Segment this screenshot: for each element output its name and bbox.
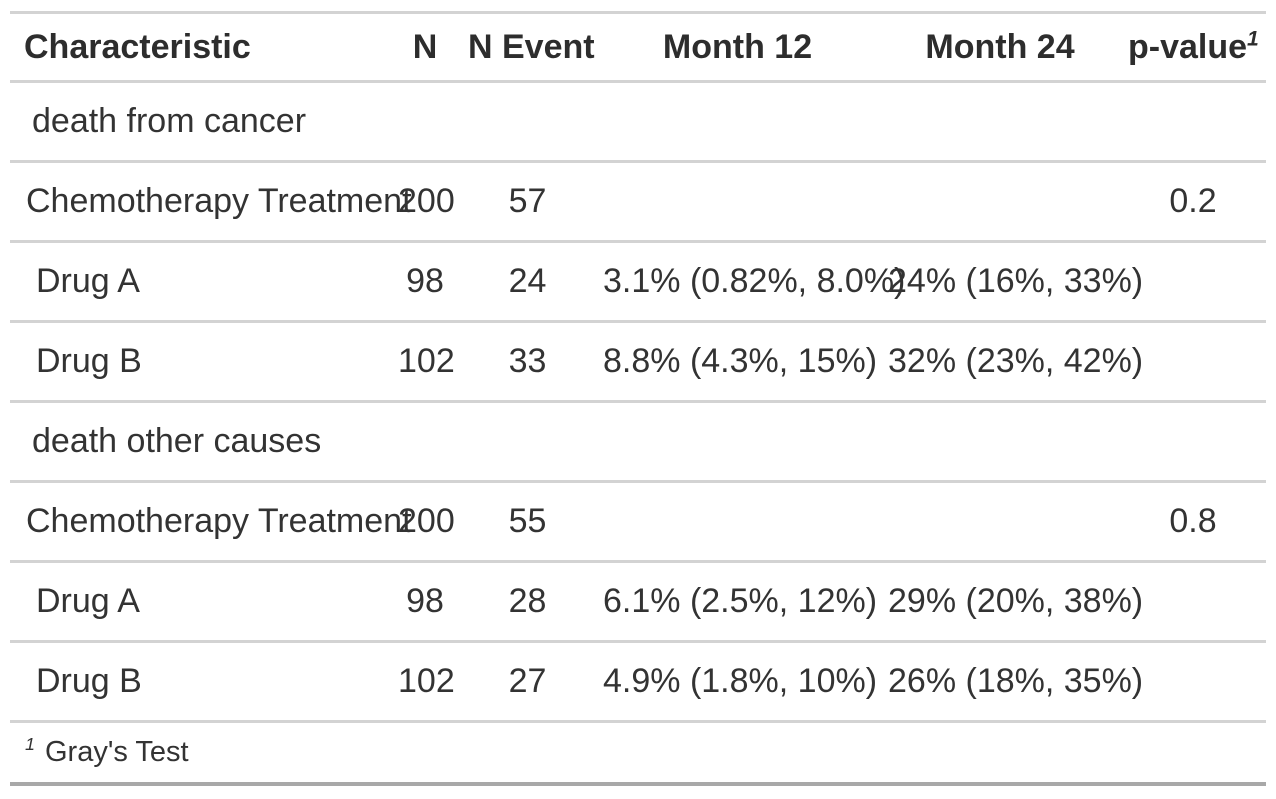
cell-label: Chemotherapy Treatment [10,481,412,563]
summary-table-container: Characteristic N N Event Month 12 Month … [10,11,1266,786]
cell-label: Drug A [10,561,390,643]
cell-n: 98 [390,241,460,323]
level-row: Drug B 102 27 4.9% (1.8%, 10%) 26% (18%,… [10,641,1266,723]
cell-month-24: 32% (23%, 42%) [880,321,1143,403]
col-header-month-12: Month 12 [595,11,880,83]
variable-row: Chemotherapy Treatment 200 55 0.8 [10,481,1266,563]
cell-n: 98 [390,561,460,643]
cell-label: Drug B [10,641,390,723]
col-header-n: N [390,11,460,83]
col-header-p-value: p-value1 [1120,11,1266,83]
cell-p-value [1120,561,1266,643]
variable-row: Chemotherapy Treatment 200 57 0.2 [10,161,1266,243]
cell-p-value: 0.2 [1120,161,1266,243]
cell-month-12 [595,481,880,563]
cell-n-event: 57 [460,161,595,243]
level-row: Drug A 98 24 3.1% (0.82%, 8.0%) 24% (16%… [10,241,1266,323]
footnote-text: Gray's Test [45,736,189,768]
footnote-marker: 1 [25,734,35,755]
footnote-marker: 1 [1247,27,1259,51]
cell-p-value: 0.8 [1120,481,1266,563]
col-header-month-24: Month 24 [880,11,1120,83]
footnote: 1 Gray's Test [10,721,1266,786]
cell-month-12 [595,161,880,243]
group-row: death other causes [10,401,1266,483]
cell-month-12: 8.8% (4.3%, 15%) [595,321,880,403]
cell-p-value [1120,321,1266,403]
cell-label: Drug A [10,241,390,323]
level-row: Drug A 98 28 6.1% (2.5%, 12%) 29% (20%, … [10,561,1266,643]
cell-month-12: 3.1% (0.82%, 8.0%) [595,241,905,323]
cell-month-24: 26% (18%, 35%) [880,641,1143,723]
header-row: Characteristic N N Event Month 12 Month … [10,11,1266,83]
cell-label: Drug B [10,321,390,403]
cell-n: 200 [390,161,460,243]
p-value-label: p-value [1128,28,1248,66]
cell-n-event: 55 [460,481,595,563]
cell-n-event: 27 [460,641,595,723]
cell-p-value [1120,241,1266,323]
cell-label: Chemotherapy Treatment [10,161,412,243]
cell-n-event: 24 [460,241,595,323]
group-label: death from cancer [10,81,1266,163]
cell-month-24 [880,481,1120,563]
group-label: death other causes [10,401,1266,483]
cell-n: 102 [390,641,460,723]
footnote-row: 1 Gray's Test [10,721,1266,786]
cell-month-24: 24% (16%, 33%) [880,241,1143,323]
cumulative-incidence-table: Characteristic N N Event Month 12 Month … [10,11,1266,786]
group-row: death from cancer [10,81,1266,163]
cell-month-24 [880,161,1120,243]
cell-n: 102 [390,321,460,403]
cell-month-24: 29% (20%, 38%) [880,561,1143,643]
cell-n: 200 [390,481,460,563]
col-header-n-event: N Event [460,11,595,83]
cell-n-event: 28 [460,561,595,643]
col-header-characteristic: Characteristic [10,11,390,83]
cell-month-12: 6.1% (2.5%, 12%) [595,561,880,643]
level-row: Drug B 102 33 8.8% (4.3%, 15%) 32% (23%,… [10,321,1266,403]
cell-p-value [1120,641,1266,723]
cell-n-event: 33 [460,321,595,403]
cell-month-12: 4.9% (1.8%, 10%) [595,641,880,723]
